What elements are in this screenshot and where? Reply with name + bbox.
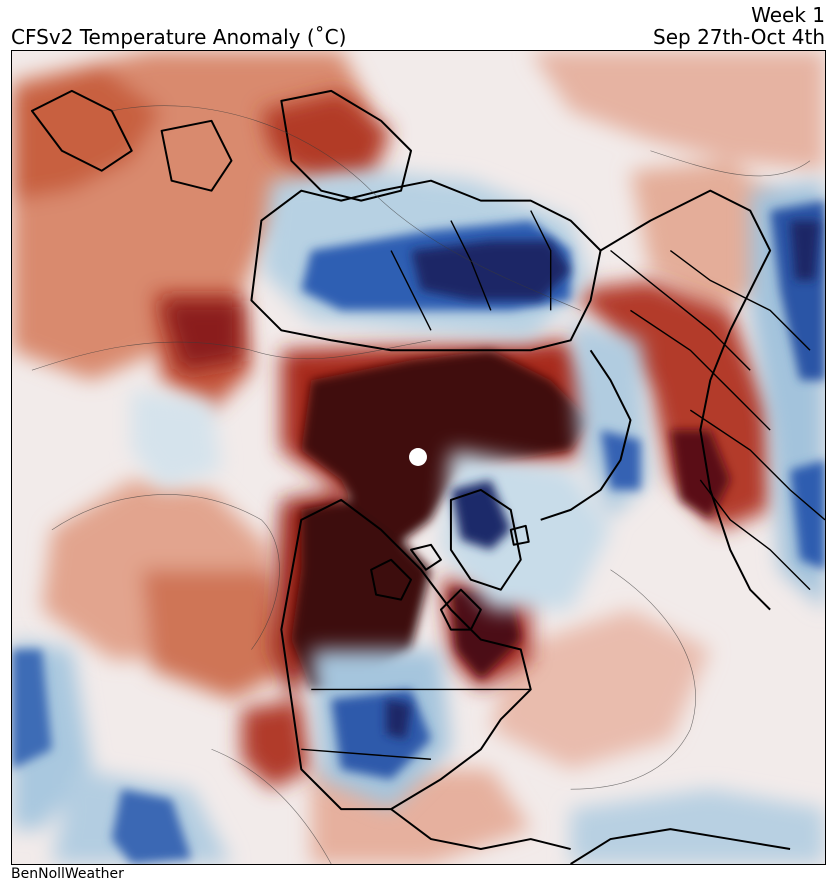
- cool-region: [131, 390, 222, 490]
- warm-region: [490, 609, 711, 770]
- contour-line: [211, 749, 332, 864]
- arctic-island: [410, 543, 442, 571]
- us-mexico-border: [301, 748, 432, 760]
- cold-region: [111, 789, 192, 864]
- contour-line: [570, 569, 696, 790]
- contour-line: [650, 150, 811, 177]
- extreme-warm-region: [291, 499, 431, 690]
- extreme-cold-layer: [386, 220, 821, 740]
- extreme-warm-layer: [291, 200, 731, 690]
- extreme-warm-region: [450, 589, 521, 680]
- extreme-warm-region: [301, 350, 591, 550]
- central-america-coastline: [390, 808, 571, 851]
- extreme-cold-region: [386, 699, 412, 740]
- map-canvas: [12, 51, 825, 864]
- anomaly-map: [11, 50, 826, 865]
- warm-region: [141, 569, 292, 700]
- extreme-cold-region: [790, 220, 821, 281]
- cool-region: [570, 789, 825, 864]
- country-border: [450, 220, 492, 311]
- country-border: [699, 479, 811, 591]
- country-border: [530, 210, 552, 311]
- hot-region: [261, 90, 392, 181]
- contour-layer: [31, 105, 811, 864]
- scandinavia-coastline: [160, 119, 233, 192]
- week-label: Week 1: [751, 3, 825, 27]
- extreme-cold-region: [450, 479, 511, 550]
- country-border: [390, 250, 432, 331]
- coastline-layer: [30, 89, 791, 864]
- border-layer: [301, 210, 825, 760]
- hot-region: [161, 300, 242, 371]
- country-border: [669, 249, 811, 351]
- arctic-island: [509, 524, 530, 546]
- warm-region: [530, 51, 825, 171]
- date-range: Sep 27th-Oct 4th: [653, 25, 825, 49]
- arctic-island: [370, 558, 413, 601]
- credit-label: BenNollWeather: [11, 866, 124, 882]
- country-border: [630, 309, 771, 431]
- europe-coastline: [280, 89, 413, 202]
- asia-east-coastline: [600, 189, 772, 611]
- extreme-warm-region: [670, 430, 731, 520]
- cold-region: [12, 649, 52, 770]
- hudson-bay-coastline: [439, 588, 482, 631]
- contour-line: [31, 339, 432, 371]
- contour-line: [111, 105, 581, 311]
- cold-region: [790, 459, 825, 570]
- pole-marker: [409, 448, 427, 466]
- north-europe-coastline: [30, 89, 133, 172]
- north-america-coastline: [280, 498, 532, 811]
- contour-line: [51, 494, 280, 650]
- south-america-coastline: [570, 828, 791, 864]
- greenland-coastline: [449, 488, 522, 591]
- bering-coastline: [540, 349, 632, 521]
- map-title: CFSv2 Temperature Anomaly (˚C): [11, 25, 347, 49]
- country-border: [689, 409, 825, 521]
- extreme-cold-region: [411, 240, 571, 301]
- warm-region: [12, 65, 162, 201]
- eurasia-coastline: [250, 179, 602, 352]
- country-border: [610, 249, 751, 371]
